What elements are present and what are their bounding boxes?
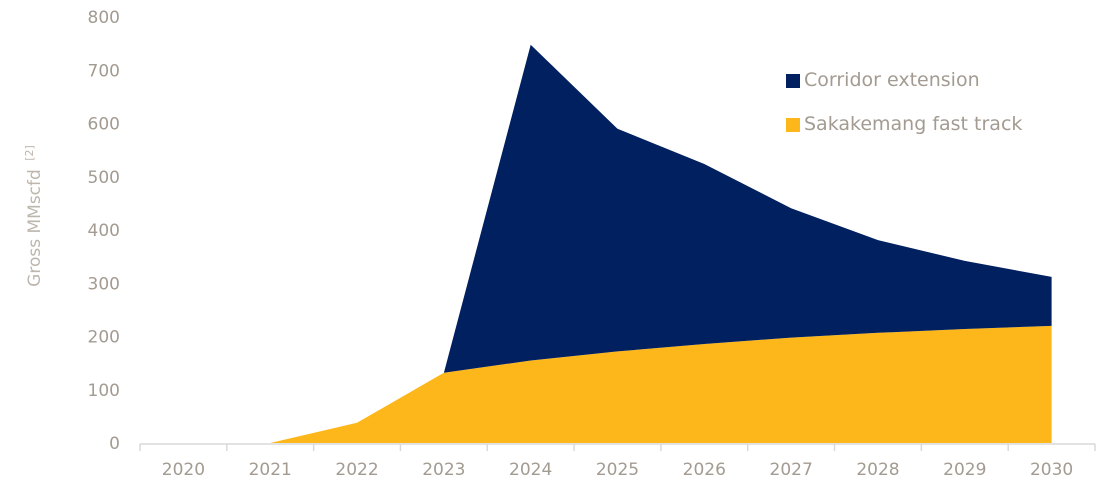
x-tick-label: 2029 (943, 460, 986, 480)
x-tick-label: 2025 (596, 460, 639, 480)
y-tick-labels: 0 100 200 300 400 500 600 700 800 (88, 8, 120, 454)
legend-label-corridor-extension: Corridor extension (804, 69, 980, 91)
area-corridor-extension (443, 44, 1052, 373)
y-axis-title-superscript: [2] (23, 145, 36, 161)
y-tick-label: 600 (88, 115, 120, 135)
y-tick-label: 700 (88, 61, 120, 81)
x-tick-label: 2024 (509, 460, 552, 480)
y-tick-label: 400 (88, 221, 120, 241)
y-axis-title-text: Gross MMscfd (25, 169, 45, 287)
y-tick-label: 200 (88, 328, 120, 348)
y-tick-label: 800 (88, 8, 120, 28)
x-tick-label: 2020 (162, 460, 205, 480)
legend-label-sakakemang-fast-track: Sakakemang fast track (804, 113, 1022, 135)
y-axis-title: Gross MMscfd [2] (23, 145, 45, 287)
x-tick-label: 2028 (856, 460, 899, 480)
area-series-group (270, 44, 1052, 443)
legend-swatch-corridor-extension (786, 74, 800, 88)
x-tick-labels: 2020 2021 2022 2023 2024 2025 2026 2027 2028 2029… (162, 460, 1073, 480)
area-sakakemang-fast-track (270, 325, 1052, 443)
x-tick-label: 2021 (249, 460, 292, 480)
y-tick-label: 0 (109, 434, 120, 454)
y-tick-label: 100 (88, 381, 120, 401)
x-tick-label: 2022 (335, 460, 378, 480)
x-tick-label: 2027 (770, 460, 813, 480)
legend: Corridor extension Sakakemang fast track (786, 69, 1022, 135)
y-tick-label: 500 (88, 168, 120, 188)
x-tick-label: 2030 (1030, 460, 1073, 480)
x-tick-label: 2026 (683, 460, 726, 480)
legend-swatch-sakakemang-fast-track (786, 118, 800, 132)
y-tick-label: 300 (88, 274, 120, 294)
x-axis (139, 443, 1096, 451)
x-tick-label: 2023 (422, 460, 465, 480)
